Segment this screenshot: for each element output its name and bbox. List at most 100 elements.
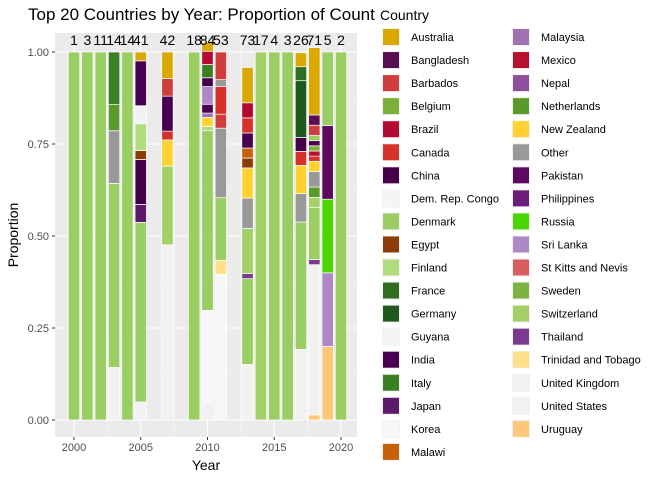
legend-item: Japan bbox=[382, 396, 441, 415]
legend-label: Nepal bbox=[541, 78, 570, 90]
bar-segment bbox=[201, 130, 214, 311]
bar-segment bbox=[308, 140, 321, 147]
bar-segment bbox=[308, 264, 321, 416]
legend-label: Korea bbox=[411, 424, 441, 436]
legend-item: China bbox=[382, 166, 441, 185]
legend-item: Canada bbox=[382, 143, 450, 162]
legend-item: New Zealand bbox=[512, 120, 606, 139]
legend-swatch bbox=[383, 98, 399, 115]
x-tick-label: 2015 bbox=[262, 442, 286, 454]
count-label: 18 bbox=[186, 32, 202, 48]
legend-swatch bbox=[383, 397, 399, 414]
legend-swatch bbox=[383, 167, 399, 184]
count-label: 26 bbox=[293, 32, 309, 48]
count-label: 14 bbox=[120, 32, 136, 48]
legend-label: Pakistan bbox=[541, 170, 583, 182]
legend-label: Philippines bbox=[541, 193, 595, 205]
legend-item: Netherlands bbox=[512, 97, 601, 116]
legend-label: Australia bbox=[411, 32, 455, 44]
legend-label: Uruguay bbox=[541, 424, 583, 436]
bar-segment bbox=[94, 51, 107, 421]
legend-swatch bbox=[383, 213, 399, 230]
bar-2001 bbox=[81, 51, 94, 421]
legend-label: Guyana bbox=[411, 332, 450, 344]
bar-segment bbox=[321, 125, 334, 200]
legend-swatch bbox=[383, 305, 399, 322]
legend-swatch bbox=[513, 121, 529, 138]
legend-item: Russia bbox=[512, 212, 576, 231]
bar-segment bbox=[121, 51, 134, 421]
bar-segment bbox=[161, 244, 174, 421]
x-axis: 2000 2005 2010 2015 2020 bbox=[62, 437, 353, 454]
bar-2005 bbox=[134, 51, 147, 421]
legend-swatch bbox=[513, 52, 529, 69]
bar-segment bbox=[214, 51, 227, 80]
legend-label: Sri Lanka bbox=[541, 239, 588, 251]
bar-segment bbox=[241, 117, 254, 134]
count-label: 73 bbox=[240, 32, 256, 48]
legend-label: Germany bbox=[411, 309, 457, 321]
bar-segment bbox=[321, 272, 334, 347]
bar-segment bbox=[308, 124, 321, 136]
bar-segment bbox=[161, 51, 174, 79]
legend-swatch bbox=[513, 420, 529, 437]
legend-swatch bbox=[513, 282, 529, 299]
legend-label: Sweden bbox=[541, 286, 581, 298]
legend-swatch bbox=[383, 443, 399, 460]
bar-segment bbox=[201, 64, 214, 79]
legend-label: Barbados bbox=[411, 78, 459, 90]
bar-segment bbox=[201, 125, 214, 132]
bar-segment bbox=[201, 77, 214, 87]
legend-item: India bbox=[382, 350, 436, 369]
bar-segment bbox=[268, 51, 281, 421]
bar-segment bbox=[107, 367, 121, 421]
legend-swatch bbox=[383, 144, 399, 161]
legend-swatch bbox=[513, 351, 529, 368]
legend-label: Malaysia bbox=[541, 32, 585, 44]
bar-2010 bbox=[201, 42, 214, 421]
legend-swatch bbox=[513, 190, 529, 207]
legend-item: Sri Lanka bbox=[512, 235, 588, 254]
bar-segment bbox=[134, 401, 147, 421]
bar-segment bbox=[201, 112, 214, 118]
legend-label: United States bbox=[541, 401, 608, 413]
count-label: 17 bbox=[253, 32, 269, 48]
y-tick-label: 0.25 bbox=[28, 323, 49, 335]
bar-2015 bbox=[268, 51, 281, 421]
legend-label: Mexico bbox=[541, 55, 576, 67]
count-label: 5 bbox=[324, 32, 332, 48]
legend-swatch bbox=[383, 282, 399, 299]
bar-segment bbox=[308, 114, 321, 126]
legend-swatch bbox=[513, 98, 529, 115]
bar-segment bbox=[308, 207, 321, 260]
legend-label: Malawi bbox=[411, 447, 445, 459]
bar-segment bbox=[161, 95, 174, 132]
bar-segment bbox=[134, 60, 147, 107]
bar-segment bbox=[134, 150, 147, 160]
bar-segment bbox=[294, 80, 307, 138]
legend-item: Thailand bbox=[512, 327, 583, 346]
bar-segment bbox=[241, 132, 254, 149]
legend-item: Switzerland bbox=[512, 304, 598, 323]
legend-swatch bbox=[513, 259, 529, 276]
legend-label: United Kingdom bbox=[541, 378, 619, 390]
bar-segment bbox=[334, 51, 348, 421]
legend-label: China bbox=[411, 170, 441, 182]
count-label: 4 bbox=[270, 32, 278, 48]
legend-swatch bbox=[513, 144, 529, 161]
legend-swatch bbox=[383, 351, 399, 368]
bar-segment bbox=[241, 273, 254, 280]
chart-title: Top 20 Countries by Year: Proportion of … bbox=[28, 5, 375, 24]
legend-item: Pakistan bbox=[512, 166, 583, 185]
bar-segment bbox=[201, 50, 214, 65]
bar-segment bbox=[321, 51, 334, 126]
bar-segment bbox=[241, 147, 254, 159]
bar-segment bbox=[201, 103, 214, 114]
bar-segment bbox=[308, 155, 321, 162]
legend-item: France bbox=[382, 281, 445, 300]
legend-item: Belgium bbox=[382, 97, 451, 116]
x-tick-label: 2000 bbox=[62, 442, 86, 454]
bar-segment bbox=[308, 135, 321, 142]
bar-segment bbox=[308, 145, 321, 152]
legend-item: St Kitts and Nevis bbox=[512, 258, 628, 277]
